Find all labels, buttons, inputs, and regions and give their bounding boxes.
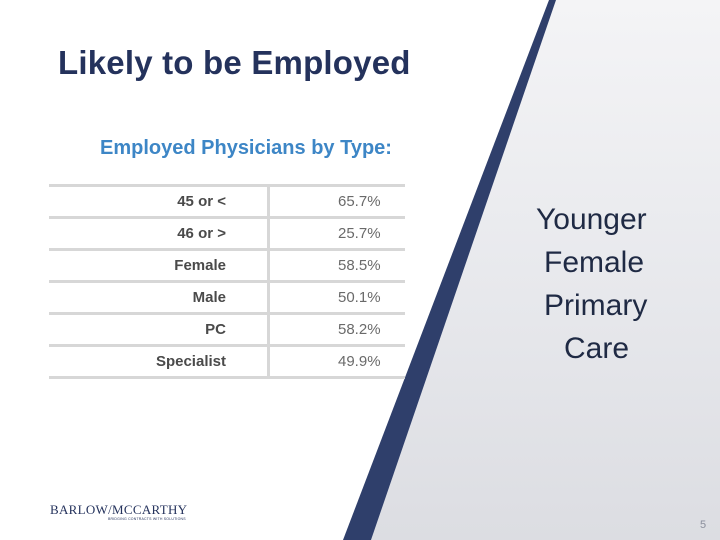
logo-wordmark: BARLOW/MCCARTHY (50, 502, 188, 517)
slide-title: Likely to be Employed (58, 44, 411, 81)
callout-line: Care (564, 332, 630, 365)
callout-text: Younger Female Primary Care (520, 198, 670, 370)
row-value: 58.5% (268, 248, 405, 283)
row-value: 50.1% (268, 280, 405, 315)
table-row: Specialist 49.9% (49, 344, 405, 379)
row-label: Female (49, 248, 270, 283)
row-label: 46 or > (49, 216, 270, 251)
logo-tagline: BRIDGING CONTRACTS WITH SOLUTIONS (108, 517, 186, 521)
row-value: 58.2% (268, 312, 405, 347)
row-label: Male (49, 280, 270, 315)
table-row: Female 58.5% (49, 248, 405, 283)
row-label: PC (49, 312, 270, 347)
table-row: PC 58.2% (49, 312, 405, 347)
employment-table: 45 or < 65.7% 46 or > 25.7% Female 58.5%… (49, 184, 405, 379)
row-value: 65.7% (268, 184, 405, 219)
callout-line: Primary (544, 289, 648, 322)
callout-line: Female (544, 246, 645, 279)
table-heading: Employed Physicians by Type: (100, 137, 392, 159)
callout-line: Younger (536, 203, 647, 236)
row-label: 45 or < (49, 184, 270, 219)
table-row: 45 or < 65.7% (49, 184, 405, 219)
row-label: Specialist (49, 344, 270, 379)
row-value: 25.7% (268, 216, 405, 251)
table-row: Male 50.1% (49, 280, 405, 315)
page-number: 5 (700, 519, 707, 531)
table-row: 46 or > 25.7% (49, 216, 405, 251)
company-logo: BARLOW/MCCARTHY BRIDGING CONTRACTS WITH … (50, 500, 187, 526)
row-value: 49.9% (268, 344, 405, 379)
